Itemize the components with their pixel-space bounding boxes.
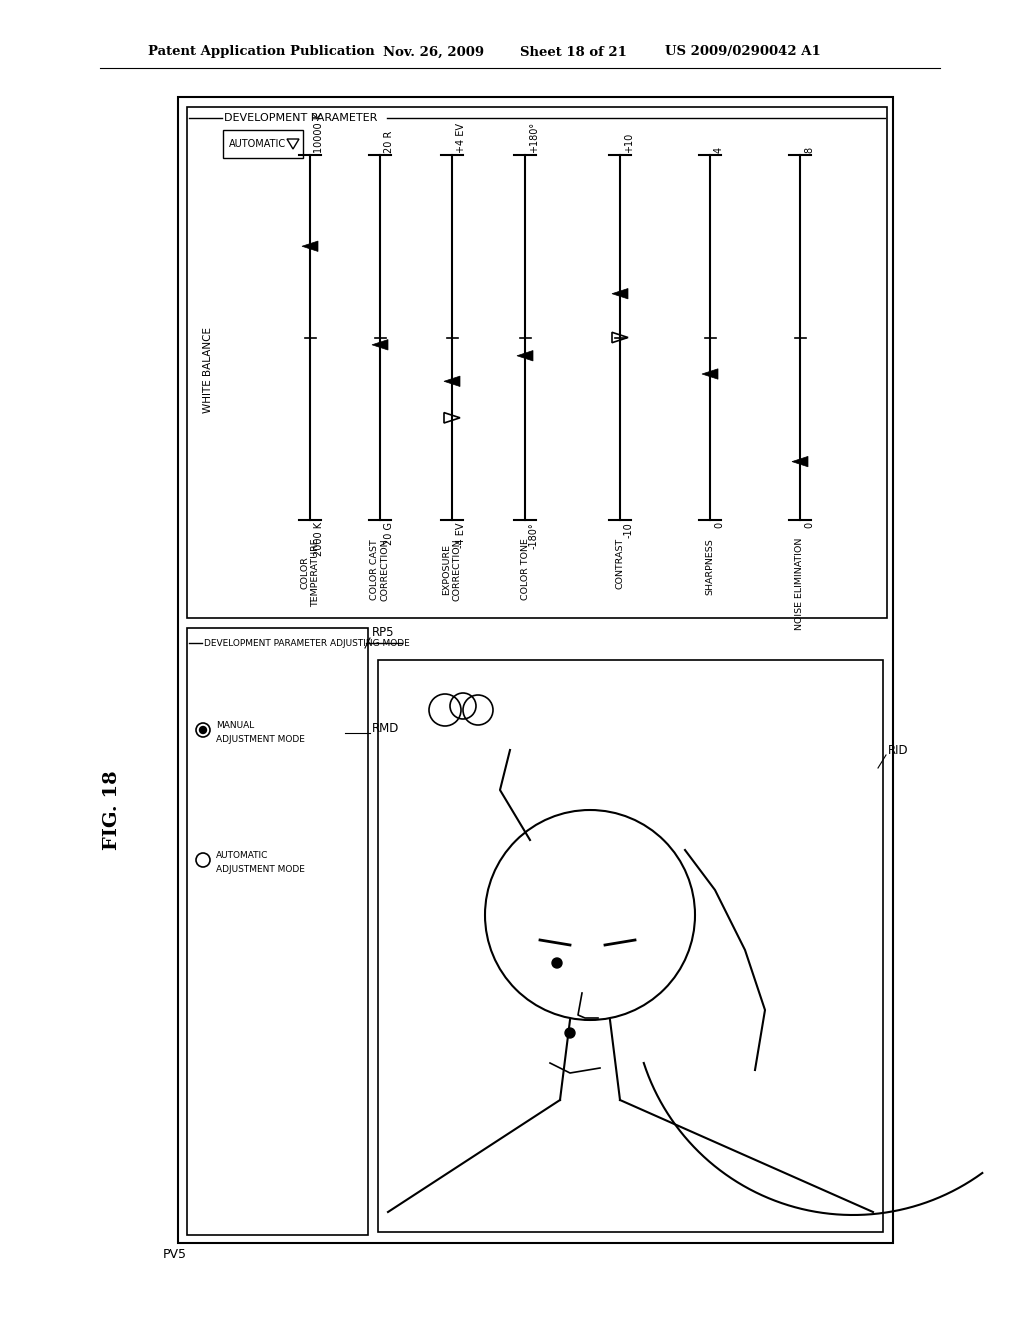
- Text: DEVELOPMENT PARAMETER ADJUSTING MODE: DEVELOPMENT PARAMETER ADJUSTING MODE: [204, 639, 410, 648]
- Circle shape: [200, 726, 207, 734]
- Text: Nov. 26, 2009: Nov. 26, 2009: [383, 45, 484, 58]
- Text: AUTOMATIC: AUTOMATIC: [216, 850, 268, 859]
- Polygon shape: [444, 376, 460, 387]
- Text: CONTRAST: CONTRAST: [615, 539, 625, 589]
- Text: ADJUSTMENT MODE: ADJUSTMENT MODE: [216, 865, 305, 874]
- Text: +180°: +180°: [529, 121, 539, 153]
- Text: COLOR
TEMPERATURE: COLOR TEMPERATURE: [300, 539, 319, 607]
- Polygon shape: [792, 457, 808, 467]
- Text: 0: 0: [804, 521, 814, 528]
- Polygon shape: [302, 242, 318, 251]
- Text: WHITE BALANCE: WHITE BALANCE: [203, 327, 213, 413]
- Text: COLOR TONE: COLOR TONE: [520, 539, 529, 599]
- Text: AUTOMATIC: AUTOMATIC: [229, 139, 286, 149]
- Bar: [223, 129, 303, 158]
- Text: -180°: -180°: [529, 521, 539, 549]
- Text: +10: +10: [624, 133, 634, 153]
- Text: -10: -10: [624, 521, 634, 537]
- Text: PV5: PV5: [163, 1249, 187, 1262]
- Text: RMD: RMD: [372, 722, 399, 734]
- Text: MANUAL: MANUAL: [216, 721, 254, 730]
- Text: COLOR CAST
CORRECTION: COLOR CAST CORRECTION: [371, 539, 390, 601]
- Circle shape: [552, 958, 562, 968]
- Bar: [178, 96, 893, 1243]
- Text: US 2009/0290042 A1: US 2009/0290042 A1: [665, 45, 821, 58]
- Polygon shape: [702, 368, 718, 379]
- Text: 20 G: 20 G: [384, 521, 394, 545]
- Bar: [187, 107, 887, 618]
- Text: 0: 0: [714, 521, 724, 528]
- Text: 8: 8: [804, 147, 814, 153]
- Text: RP5: RP5: [372, 627, 394, 639]
- Polygon shape: [612, 289, 628, 298]
- Text: EXPOSURE
CORRECTION: EXPOSURE CORRECTION: [442, 539, 462, 601]
- Text: SHARPNESS: SHARPNESS: [706, 539, 715, 595]
- Text: 20 R: 20 R: [384, 131, 394, 153]
- Text: ADJUSTMENT MODE: ADJUSTMENT MODE: [216, 734, 305, 743]
- Text: +4 EV: +4 EV: [456, 123, 466, 153]
- Text: 10000 K: 10000 K: [314, 114, 324, 153]
- Bar: [187, 628, 368, 1236]
- Text: Patent Application Publication: Patent Application Publication: [148, 45, 375, 58]
- Text: DEVELOPMENT PARAMETER: DEVELOPMENT PARAMETER: [224, 114, 378, 123]
- Polygon shape: [372, 339, 388, 350]
- Text: FIG. 18: FIG. 18: [103, 770, 121, 850]
- Text: NOISE ELIMINATION: NOISE ELIMINATION: [796, 539, 805, 631]
- Text: RID: RID: [888, 743, 908, 756]
- Text: 4: 4: [714, 147, 724, 153]
- Text: 2000 K: 2000 K: [314, 521, 324, 556]
- Text: -4 EV: -4 EV: [456, 521, 466, 548]
- Text: Sheet 18 of 21: Sheet 18 of 21: [520, 45, 627, 58]
- Bar: [378, 660, 883, 1232]
- Polygon shape: [517, 351, 534, 360]
- Circle shape: [565, 1028, 575, 1038]
